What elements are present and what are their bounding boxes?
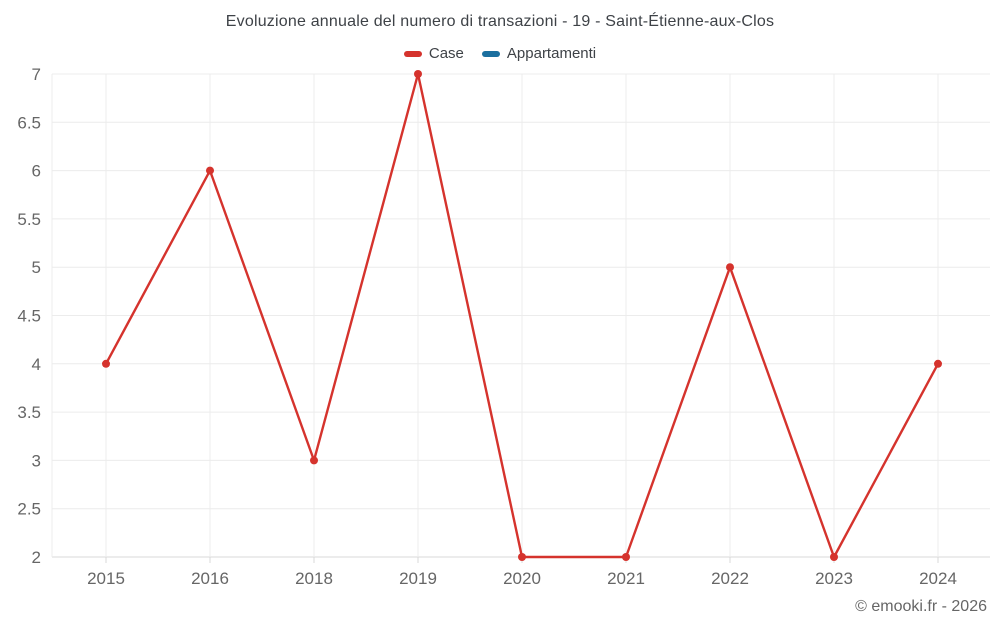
x-axis-tick-label: 2016 [191, 569, 229, 588]
data-point-case[interactable] [414, 70, 422, 78]
y-axis-tick-label: 4 [32, 355, 41, 374]
data-point-case[interactable] [622, 553, 630, 561]
x-axis-tick-label: 2024 [919, 569, 957, 588]
y-axis-tick-label: 6.5 [17, 113, 41, 132]
chart-title: Evoluzione annuale del numero di transaz… [225, 13, 775, 30]
y-axis-tick-label: 5.5 [17, 210, 41, 229]
legend-item-case[interactable]: Case [403, 45, 464, 62]
data-point-case[interactable] [310, 456, 318, 465]
y-axis-tick-label: 6 [32, 162, 41, 181]
legend: Case Appartamenti [0, 45, 1000, 62]
data-point-case[interactable] [934, 359, 942, 368]
y-axis-tick-label: 4.5 [17, 307, 41, 326]
data-point-case[interactable] [726, 263, 734, 272]
y-axis-tick-label: 3.5 [17, 403, 41, 422]
x-axis-tick-label: 2019 [399, 569, 437, 588]
data-point-case[interactable] [518, 553, 526, 561]
legend-label-case: Case [428, 45, 464, 62]
data-point-case[interactable] [102, 359, 110, 368]
x-axis-tick-label: 2015 [87, 569, 125, 588]
y-axis-tick-label: 7 [32, 65, 41, 84]
data-point-case[interactable] [830, 553, 838, 561]
x-axis-tick-label: 2020 [503, 569, 541, 588]
footer-credit: © emooki.fr - 2026 [855, 598, 987, 615]
x-axis-tick-label: 2018 [295, 569, 333, 588]
y-axis-tick-label: 2 [32, 548, 41, 567]
legend-swatch-appartamenti-icon [481, 50, 500, 57]
y-axis-tick-label: 2.5 [17, 500, 41, 519]
legend-swatch-case-icon [403, 50, 422, 57]
x-axis-tick-label: 2021 [607, 569, 645, 588]
y-axis-tick-label: 3 [32, 451, 41, 470]
x-axis-tick-label: 2023 [815, 569, 853, 588]
y-axis-tick-label: 5 [32, 258, 41, 277]
legend-label-appartamenti: Appartamenti [506, 45, 597, 62]
x-axis-tick-label: 2022 [711, 569, 749, 588]
legend-item-appartamenti[interactable]: Appartamenti [481, 45, 597, 62]
data-point-case[interactable] [206, 166, 214, 175]
